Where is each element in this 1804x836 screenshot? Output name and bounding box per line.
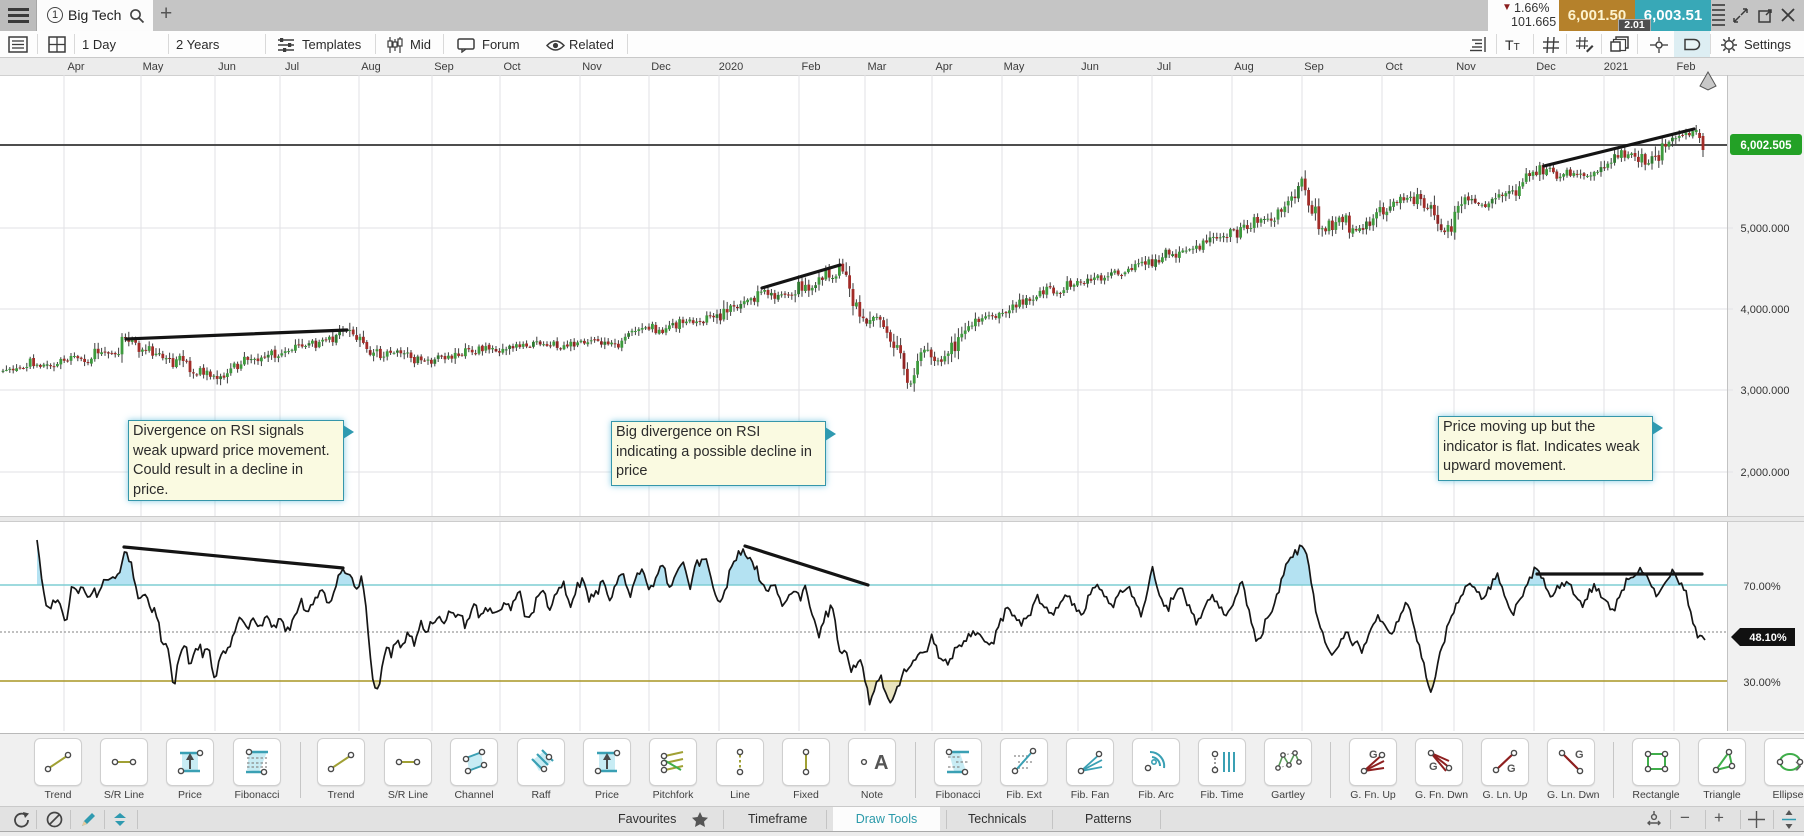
svg-text:2,000.000: 2,000.000 xyxy=(1741,467,1790,479)
svg-text:2020: 2020 xyxy=(719,61,743,73)
svg-text:6,002.505: 6,002.505 xyxy=(1740,140,1792,152)
svg-text:G: G xyxy=(1369,749,1378,761)
svg-text:A: A xyxy=(874,752,888,774)
svg-text:Oct: Oct xyxy=(1385,61,1402,73)
svg-text:Aug: Aug xyxy=(361,61,381,73)
svg-text:May: May xyxy=(1004,61,1025,73)
svg-text:Aug: Aug xyxy=(1234,61,1254,73)
svg-text:Dec: Dec xyxy=(1536,61,1556,73)
svg-text:Nov: Nov xyxy=(582,61,602,73)
svg-text:Apr: Apr xyxy=(935,61,952,73)
svg-text:Jul: Jul xyxy=(285,61,299,73)
svg-text:Jun: Jun xyxy=(1081,61,1099,73)
svg-text:Feb: Feb xyxy=(1677,61,1696,73)
svg-text:30.00%: 30.00% xyxy=(1743,677,1781,689)
svg-text:Nov: Nov xyxy=(1456,61,1476,73)
svg-text:4,000.000: 4,000.000 xyxy=(1741,304,1790,316)
svg-text:5,000.000: 5,000.000 xyxy=(1741,223,1790,235)
svg-text:Sep: Sep xyxy=(1304,61,1324,73)
svg-text:G: G xyxy=(1429,761,1438,773)
svg-text:May: May xyxy=(143,61,164,73)
svg-text:48.10%: 48.10% xyxy=(1749,632,1787,644)
svg-text:3,000.000: 3,000.000 xyxy=(1741,385,1790,397)
svg-text:70.00%: 70.00% xyxy=(1743,581,1781,593)
svg-text:Apr: Apr xyxy=(67,61,84,73)
svg-text:Jul: Jul xyxy=(1157,61,1171,73)
svg-text:Sep: Sep xyxy=(434,61,454,73)
svg-text:Oct: Oct xyxy=(503,61,520,73)
svg-text:Dec: Dec xyxy=(651,61,671,73)
svg-text:G: G xyxy=(1575,749,1584,761)
svg-text:G: G xyxy=(1507,763,1516,775)
svg-text:Feb: Feb xyxy=(802,61,821,73)
svg-text:2021: 2021 xyxy=(1604,61,1628,73)
svg-text:Jun: Jun xyxy=(218,61,236,73)
svg-text:Mar: Mar xyxy=(868,61,887,73)
